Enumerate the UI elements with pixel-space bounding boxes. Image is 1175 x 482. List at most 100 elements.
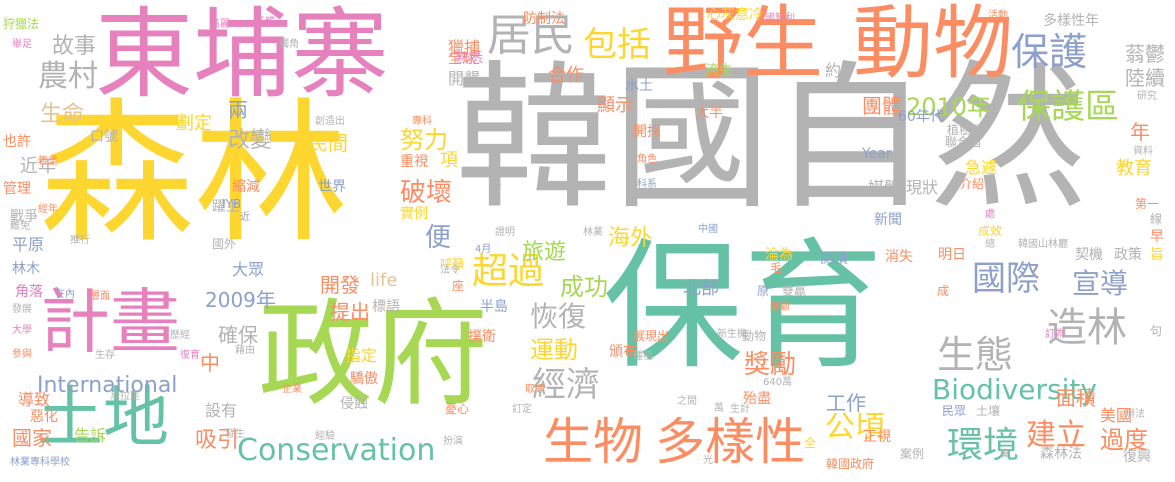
word-cloud-term: 恢復 xyxy=(530,300,587,333)
word-cloud-term: 平原 xyxy=(12,235,45,254)
word-cloud-term: 林業 xyxy=(583,227,603,238)
word-cloud-term: 森林法 xyxy=(1040,446,1082,462)
word-cloud-term: 植樹月 xyxy=(947,123,984,137)
word-cloud-term: 契機 xyxy=(1075,247,1103,263)
word-cloud-term: 之間 xyxy=(677,396,697,407)
word-cloud-term: 韓國山林廳 xyxy=(1018,239,1068,250)
word-cloud-term: 政府 xyxy=(258,288,489,422)
word-cloud-term: 提出 xyxy=(330,300,370,324)
word-cloud-term: 國家 xyxy=(12,426,52,450)
word-cloud-term: 心灰意冷 xyxy=(707,7,763,23)
word-cloud-term: 研究 xyxy=(1137,91,1157,102)
word-cloud-term: 總 xyxy=(985,239,995,250)
word-cloud-term: 劃定 xyxy=(176,113,212,134)
word-cloud-term: 工作 xyxy=(826,391,866,415)
word-cloud-term: 動物 xyxy=(853,0,1013,90)
word-cloud-term: 取締 xyxy=(525,384,545,395)
word-cloud-term: 高麗 xyxy=(210,19,230,30)
word-cloud-term: life xyxy=(370,270,398,291)
word-cloud-term: 新聞 xyxy=(874,212,902,228)
word-cloud-term: 科系 xyxy=(637,179,657,190)
word-cloud-term: 現狀 xyxy=(906,178,939,197)
word-cloud-term: 美國 xyxy=(1100,406,1133,425)
word-cloud-term: 專科 xyxy=(412,116,432,127)
word-cloud-term: 成 xyxy=(937,284,950,298)
word-cloud-term: 發生 xyxy=(225,429,245,440)
word-cloud-term: 包括 xyxy=(583,25,651,65)
word-cloud-term: 經驗 xyxy=(315,431,335,442)
word-cloud-term: 正視 xyxy=(863,429,891,445)
word-cloud-term: 中國 xyxy=(698,224,718,235)
word-cloud-term: 復興 xyxy=(1123,449,1151,465)
word-cloud-term: 扮演 xyxy=(443,436,463,447)
word-cloud-term: 旨 xyxy=(1150,247,1164,263)
word-cloud-term: 4月 xyxy=(475,244,492,255)
word-cloud-term: 難免 xyxy=(10,221,30,232)
word-cloud-term: 惡化 xyxy=(30,409,58,425)
word-cloud-term: 造林 xyxy=(1047,305,1127,351)
word-cloud-term: 管理 xyxy=(3,181,31,197)
word-cloud-term: 殆盡 xyxy=(743,391,771,407)
word-cloud-term: 保護區 xyxy=(1017,87,1119,127)
word-cloud-term: 訂定 xyxy=(512,404,532,415)
word-cloud-term: 抵觸 xyxy=(255,17,275,28)
word-cloud-term: 國際 xyxy=(972,259,1040,299)
word-cloud-term: 指定 xyxy=(345,346,378,365)
word-cloud-term: 宣導 xyxy=(1072,267,1129,300)
word-cloud-term: 萬 xyxy=(714,403,724,414)
word-cloud-term: 參與 xyxy=(12,349,32,360)
word-cloud-term: 水土 xyxy=(625,78,653,94)
word-cloud-term: 環境 xyxy=(947,425,1020,466)
word-cloud-term: 民眾 xyxy=(942,404,967,418)
word-cloud-term: 發展 xyxy=(12,304,32,315)
word-cloud-term: 農村 xyxy=(38,59,98,94)
word-cloud-term: 辦法 xyxy=(1125,409,1145,420)
word-cloud-term: 生命 xyxy=(40,102,85,127)
word-cloud-term: 企業 xyxy=(282,384,302,395)
word-cloud-term: 撲衛 xyxy=(468,329,496,345)
word-cloud-term: 棄 xyxy=(1000,449,1010,460)
word-cloud-term: 2010年 xyxy=(906,93,992,121)
word-cloud-term: 生存 xyxy=(95,350,115,361)
word-cloud-term: 光 xyxy=(703,455,713,466)
word-cloud-term: 野生 xyxy=(663,0,823,90)
word-cloud-term: 確保 xyxy=(218,323,258,347)
word-cloud-term: 旅遊 xyxy=(522,240,567,265)
word-cloud-term: 驕傲 xyxy=(350,371,378,387)
word-cloud-term: 森林 xyxy=(40,85,349,264)
word-cloud-term: 觸角 xyxy=(279,39,299,50)
word-cloud-term: 林業專科學校 xyxy=(10,457,70,468)
word-cloud-term: 保護 xyxy=(1011,30,1088,74)
word-cloud-term: IYB xyxy=(222,197,242,211)
word-cloud-term: 閱讀 xyxy=(820,251,848,267)
word-cloud-term: 公頃 xyxy=(825,410,885,445)
word-cloud-term: 大眾 xyxy=(232,260,265,279)
word-cloud-term: 吸引 xyxy=(195,428,240,453)
word-cloud-term: 大學 xyxy=(12,325,32,336)
word-cloud-term: 推行 xyxy=(70,235,90,246)
word-cloud-term: 消失 xyxy=(885,249,913,265)
word-cloud-term: International xyxy=(37,373,178,398)
word-cloud-term: 世界 xyxy=(318,179,346,195)
word-cloud-term: 重視 xyxy=(400,154,428,170)
word-cloud-term: 資料 xyxy=(1133,146,1153,157)
word-cloud-term: 證明 xyxy=(495,227,515,238)
word-cloud-term: 新生機 xyxy=(717,329,747,340)
word-cloud-term: 故事 xyxy=(52,34,97,59)
word-cloud-term: 國智利 xyxy=(765,13,795,24)
word-cloud-term: 展現出 xyxy=(633,329,670,343)
word-cloud-term: 保育 xyxy=(603,226,884,389)
word-cloud-term: 土壤 xyxy=(976,404,1001,418)
word-cloud-term: 超過 xyxy=(472,251,545,292)
word-cloud-term: 建立 xyxy=(1026,418,1086,453)
word-cloud-term: 第一 xyxy=(1135,197,1160,211)
word-cloud-term: 戰爭 xyxy=(10,209,38,225)
word-cloud-term: 導致 xyxy=(18,390,51,409)
word-cloud-term: 韓國政府 xyxy=(826,457,875,471)
word-cloud-term: 兩 xyxy=(228,98,248,122)
word-cloud-term: 經年 xyxy=(38,204,58,215)
word-cloud-term: Conservation xyxy=(237,433,436,468)
word-cloud-term: 生計 xyxy=(730,404,750,415)
word-cloud-term: 動物 xyxy=(742,329,767,343)
